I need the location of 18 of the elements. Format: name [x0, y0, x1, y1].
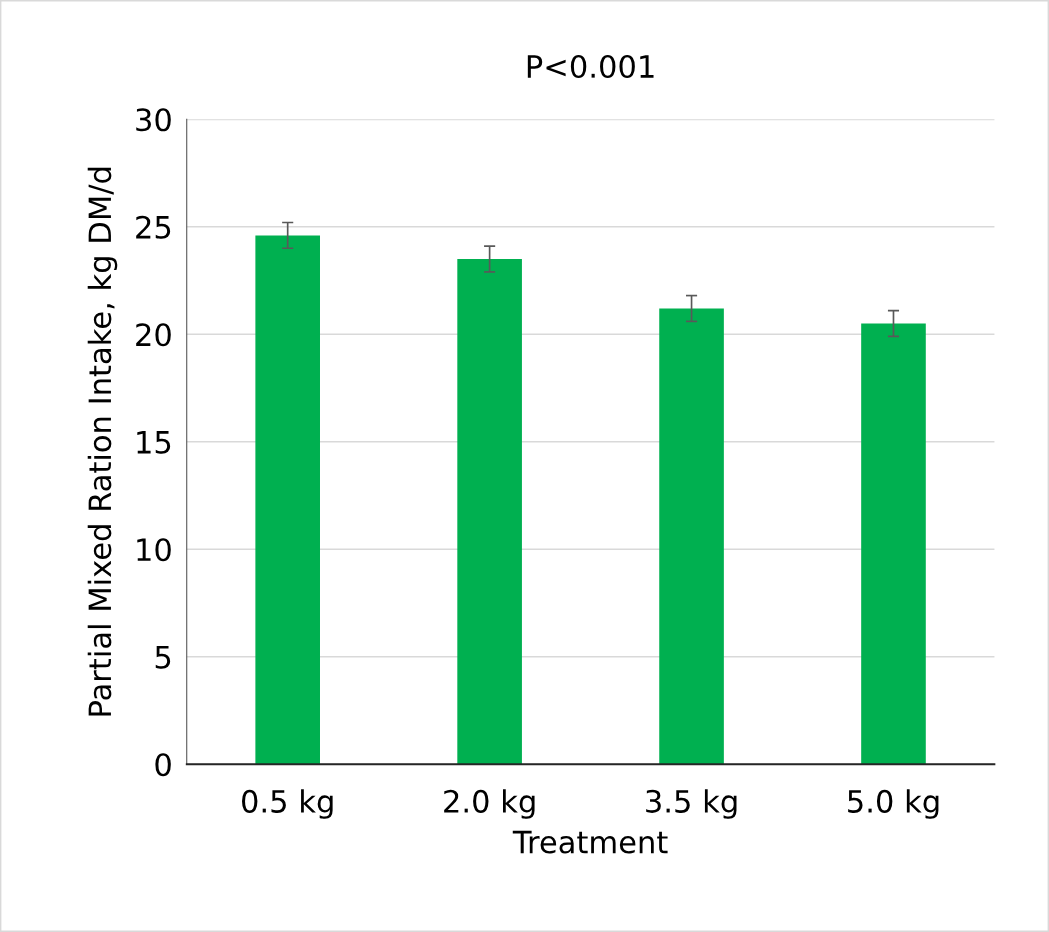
x-axis-title: Treatment — [512, 830, 668, 854]
y-axis-title: Partial Mixed Ration Intake, kg DM/d — [87, 167, 118, 716]
chart-title: P<0.001 — [527, 54, 654, 79]
y-tick-label: 10 — [137, 538, 171, 562]
x-tick-label: 5.0 kg — [848, 789, 939, 819]
x-tick-label: 0.5 kg — [242, 789, 333, 819]
y-tick-label: 20 — [136, 323, 171, 347]
x-tick-label: 3.5 kg — [646, 789, 737, 819]
y-tick-label: 15 — [137, 431, 171, 454]
y-tick-label: 5 — [155, 646, 171, 669]
y-tick-label: 0 — [155, 753, 171, 777]
bar — [659, 308, 724, 765]
bar — [255, 235, 320, 765]
y-tick-label: 30 — [136, 108, 171, 132]
bar — [861, 323, 926, 765]
bar — [457, 259, 522, 765]
x-tick-label: 2.0 kg — [444, 789, 535, 819]
y-tick-label: 25 — [136, 215, 171, 239]
